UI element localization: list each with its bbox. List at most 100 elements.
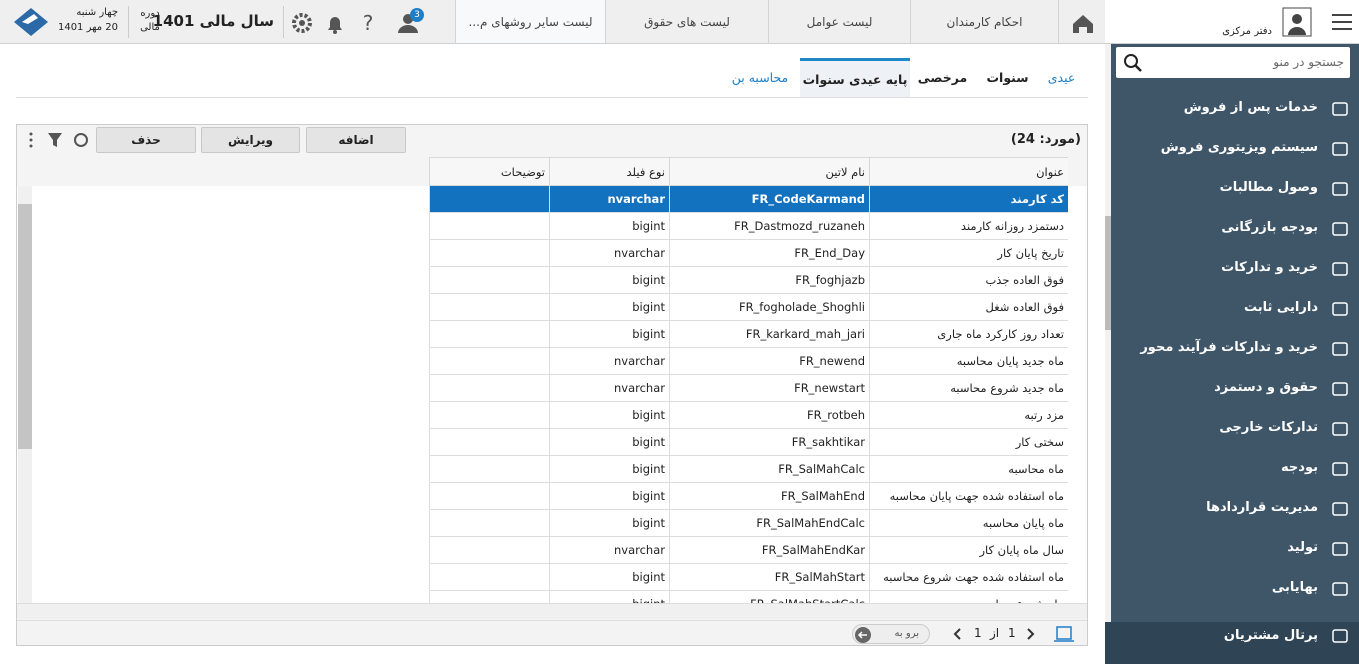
h-scrollbar: [17, 603, 1087, 619]
goto-box[interactable]: برو به: [852, 624, 930, 644]
menu-item[interactable]: حقوق و دستمزد: [1214, 380, 1318, 395]
tab[interactable]: لیست سایر روشهای م...: [455, 0, 605, 43]
menu-item[interactable]: دارایی ثابت: [1243, 300, 1318, 315]
record-count: (مورد: 24): [1010, 132, 1081, 147]
menu-icon: [1332, 182, 1348, 196]
table-cell: [429, 483, 549, 510]
subtab[interactable]: محاسبه بن: [731, 70, 789, 85]
table-cell: [429, 267, 549, 294]
table-cell: [429, 240, 549, 267]
table-cell: FR_SalMahStartCalc: [669, 591, 869, 603]
table-cell: FR_Dastmozd_ruzaneh: [669, 213, 869, 240]
menu-item[interactable]: تولید: [1287, 540, 1318, 555]
table-cell: FR_SalMahCalc: [669, 456, 869, 483]
separator: [128, 6, 129, 38]
subtab[interactable]: سنوات: [986, 70, 1029, 85]
table-cell: [429, 429, 549, 456]
menu-item[interactable]: خرید و تدارکات فرآیند محور: [1140, 340, 1318, 355]
table-cell: FR_newend: [669, 348, 869, 375]
menu-icon: [1332, 222, 1348, 236]
table-cell: nvarchar: [549, 375, 669, 402]
menu-toggle[interactable]: [1330, 12, 1354, 32]
portal-item[interactable]: [1105, 622, 1359, 664]
column-header[interactable]: نام لاتین: [669, 157, 869, 186]
table-cell: [429, 213, 549, 240]
table-cell: کد کارمند: [869, 186, 1068, 213]
table-cell: FR_sakhtikar: [669, 429, 869, 456]
separator: [283, 6, 284, 38]
subtab[interactable]: مرخصی: [917, 70, 968, 85]
table-cell: nvarchar: [549, 240, 669, 267]
menu-icon: [1332, 462, 1348, 476]
search-box[interactable]: جستجو در منو: [1116, 47, 1350, 78]
table-cell: ماه استفاده شده جهت پایان محاسبه: [869, 483, 1068, 510]
table-cell: [429, 186, 549, 213]
menu-icon: [1332, 629, 1348, 643]
pager-total: 1: [974, 626, 982, 640]
table-cell: ماه شروع محاسبه: [869, 591, 1068, 603]
table-cell: bigint: [549, 483, 669, 510]
menu-icon: [1332, 382, 1348, 396]
table-cell: FR_foghjazb: [669, 267, 869, 294]
tab[interactable]: لیست های حقوق: [605, 0, 768, 43]
table-cell: bigint: [549, 213, 669, 240]
column-header[interactable]: توضیحات: [429, 157, 549, 186]
table-cell: [429, 510, 549, 537]
weekday: چهار شنبه: [76, 7, 118, 18]
table-cell: مزد رتبه: [869, 402, 1068, 429]
table-cell: bigint: [549, 402, 669, 429]
menu-item[interactable]: پرتال مشتریان: [1223, 628, 1318, 643]
menu-item[interactable]: بودجه: [1281, 460, 1318, 475]
svg-text:?: ?: [363, 11, 374, 35]
table-cell: [429, 591, 549, 603]
table-cell: دستمزد روزانه کارمند: [869, 213, 1068, 240]
table-cell: FR_newstart: [669, 375, 869, 402]
table-cell: [429, 348, 549, 375]
user-panel: دفتر مرکزی: [1105, 0, 1359, 44]
table-cell: FR_CodeKarmand: [669, 186, 869, 213]
table-cell: FR_SalMahEnd: [669, 483, 869, 510]
button[interactable]: حذف: [96, 127, 196, 153]
date: 20 مهر 1401: [57, 22, 118, 33]
grid-icons: [29, 132, 88, 148]
menu-item[interactable]: بهایابی: [1271, 580, 1318, 595]
menu-item[interactable]: سیستم ویزیتوری فروش: [1160, 140, 1318, 155]
tab[interactable]: لیست عوامل: [768, 0, 910, 43]
menu-item[interactable]: مدیریت قراردادها: [1206, 500, 1318, 515]
tab[interactable]: احکام کارمندان: [910, 0, 1058, 43]
menu-item[interactable]: خرید و تدارکات: [1221, 260, 1318, 275]
button[interactable]: اضافه: [306, 127, 406, 153]
menu-item[interactable]: تدارکات خارجی: [1219, 420, 1318, 435]
table-cell: bigint: [549, 564, 669, 591]
menu-icon: [1332, 102, 1348, 116]
menu-icon: [1332, 422, 1348, 436]
menu-item[interactable]: خدمات پس از فروش: [1183, 100, 1318, 115]
table-cell: bigint: [549, 321, 669, 348]
menu-item[interactable]: وصول مطالبات: [1219, 180, 1318, 195]
column-header[interactable]: نوع فیلد: [549, 157, 669, 186]
table-cell: bigint: [549, 456, 669, 483]
table-cell: [429, 564, 549, 591]
table-cell: سختی کار: [869, 429, 1068, 456]
menu-icon: [1332, 302, 1348, 316]
subtab[interactable]: عیدی: [1047, 70, 1076, 85]
fiscal-year: سال مالی 1401: [152, 12, 274, 30]
scrollbar: [1105, 44, 1111, 664]
home-tab[interactable]: [1058, 0, 1105, 43]
column-header[interactable]: عنوان: [869, 157, 1068, 186]
table-cell: تعداد روز کارکرد ماه جاری: [869, 321, 1068, 348]
menu-icon: [1332, 542, 1348, 556]
toolbar-icons: ?: [292, 11, 418, 35]
table-cell: nvarchar: [549, 186, 669, 213]
button[interactable]: ویرایش: [201, 127, 300, 153]
table-cell: FR_SalMahStart: [669, 564, 869, 591]
pager-arrows: [953, 626, 1074, 642]
period-label: دوره مالی: [140, 8, 160, 33]
menu-item[interactable]: بودجه بازرگانی: [1221, 220, 1318, 235]
table-cell: فوق العاده جذب: [869, 267, 1068, 294]
office: دفتر مرکزی: [1222, 26, 1272, 37]
avatar: [1282, 7, 1312, 37]
subtab-line: [16, 97, 1088, 98]
subtab[interactable]: پایه عیدی سنوات: [800, 58, 910, 97]
